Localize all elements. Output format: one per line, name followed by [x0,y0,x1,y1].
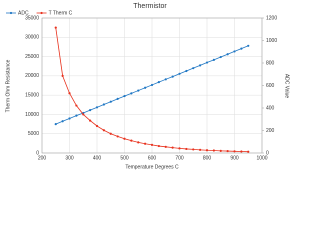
data-point [130,139,133,142]
y-tick-label: 25000 [25,54,39,60]
data-point [226,149,229,153]
data-point [247,150,250,153]
legend-label: T Therm C [49,10,73,16]
data-point [247,44,250,47]
data-point [102,103,105,106]
y2-tick-label: 800 [266,60,275,66]
y-tick-label: 20000 [25,73,39,79]
data-point [199,64,202,67]
data-point [116,97,119,100]
y-tick-label: 5000 [28,131,39,137]
x-tick-label: 600 [148,155,157,161]
data-point [219,55,222,59]
data-point [226,53,229,56]
data-point [192,148,195,151]
data-point [123,137,126,140]
data-point [102,129,105,132]
data-point [68,117,71,120]
data-point [61,120,64,123]
y2-axis-title: ADC Value [284,74,290,99]
data-point [82,113,85,116]
data-point [233,50,236,53]
legend-label: ADC [18,10,29,16]
data-point [137,141,140,144]
data-point [95,124,99,128]
data-point [240,150,243,153]
plot-frame [41,17,263,154]
data-point [233,150,236,153]
data-point [123,94,126,98]
data-point [150,83,154,87]
y-tick-label: 30000 [25,35,39,41]
data-point [212,149,215,152]
data-point [157,81,160,84]
y-tick-label: 15000 [25,92,39,98]
x-tick-label: 500 [120,155,129,161]
chart: Thermistor Temperature Degrees C Therm O… [5,3,290,170]
data-point [61,74,64,77]
y-axis-title: Therm Ohm Resistance [5,59,11,112]
x-axis-title: Temperature Degrees C [125,164,179,170]
y2-tick-label: 0 [266,150,269,156]
data-point [212,58,215,61]
data-point [240,47,243,50]
y2-tick-label: 600 [266,83,275,89]
data-point [109,100,112,103]
data-point [164,145,167,148]
data-point [130,92,133,95]
y-tick-label: 10000 [25,112,39,118]
data-point [219,149,222,152]
data-point [178,72,181,75]
data-point [205,149,209,152]
data-point [157,144,160,148]
data-point [205,61,209,64]
data-point [89,109,92,112]
x-tick-label: 200 [38,155,47,161]
chart-title: Thermistor [133,3,167,10]
legend-swatch [40,11,43,15]
data-point [116,135,119,138]
x-tick-label: 1000 [256,155,267,161]
y2-tick-label: 1200 [266,15,277,21]
x-tick-label: 900 [230,155,239,161]
x-tick-label: 300 [65,155,74,161]
data-point [75,104,78,107]
y2-tick-label: 200 [266,128,275,134]
data-point [185,69,188,73]
data-point [89,119,92,122]
data-point [95,106,99,109]
data-point [171,146,174,149]
x-tick-label: 700 [175,155,184,161]
data-point [54,122,57,126]
legend-swatch [9,11,13,15]
y-tick-label: 0 [36,150,39,156]
data-point [109,132,112,135]
y-tick-label: 35000 [25,15,39,21]
data-point [171,75,174,78]
data-point [164,78,167,81]
data-point [185,147,188,151]
data-point [199,148,202,151]
y2-tick-label: 400 [266,105,275,111]
y2-tick-label: 1000 [266,38,277,44]
data-point [192,67,195,70]
data-point [178,147,181,150]
x-tick-label: 400 [93,155,102,161]
data-point [150,143,154,146]
data-point [137,89,140,92]
data-point [68,92,71,95]
x-tick-label: 800 [203,155,212,161]
data-point [144,86,147,89]
data-point [54,26,57,29]
data-point [75,114,78,117]
data-point [144,142,147,145]
